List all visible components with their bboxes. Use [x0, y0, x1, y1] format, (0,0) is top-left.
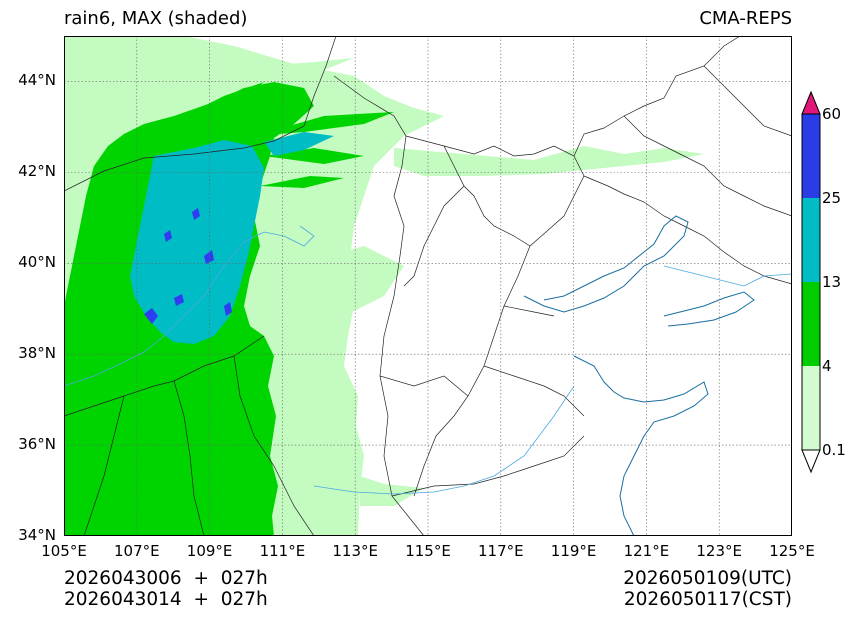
init-time-block: 2026043006 + 027h 2026043014 + 027h: [64, 568, 268, 610]
colorbar-segment: [802, 198, 820, 282]
valid-time-utc: 2026050109(UTC): [623, 568, 792, 589]
lon-label: 113°E: [332, 542, 378, 560]
model-name: CMA-REPS: [699, 8, 792, 29]
lon-label: 107°E: [113, 542, 160, 560]
colorbar-label: 60: [822, 105, 842, 123]
colorbar-under-arrow: [801, 449, 821, 474]
colorbar-label: 0.1: [822, 441, 846, 459]
river-lines: [64, 225, 792, 495]
init-time-cst: 2026043014 + 027h: [64, 589, 268, 610]
lat-label: 34°N: [18, 526, 56, 544]
colorbar-label: 4: [822, 357, 832, 375]
colorbar-segment: [802, 366, 820, 450]
lat-label: 40°N: [18, 253, 56, 272]
lat-label: 42°N: [18, 162, 56, 181]
colorbar: [801, 90, 821, 474]
lon-label: 111°E: [259, 542, 306, 560]
lat-label: 36°N: [18, 435, 56, 454]
lon-label: 105°E: [41, 542, 87, 560]
lat-label: 38°N: [18, 344, 56, 363]
colorbar-outline: [801, 113, 821, 451]
chart-title: rain6, MAX (shaded): [64, 8, 248, 29]
lat-lon-grid: [64, 36, 792, 536]
colorbar-segment: [802, 114, 820, 198]
colorbar-label: 25: [822, 189, 842, 207]
map-panel: [64, 36, 792, 536]
colorbar-segment: [802, 282, 820, 366]
lon-label: 123°E: [696, 542, 742, 560]
colorbar-label: 13: [822, 273, 842, 291]
init-time-utc: 2026043006 + 027h: [64, 568, 268, 589]
lon-label: 115°E: [405, 542, 451, 560]
lon-label: 117°E: [477, 542, 524, 560]
boundary-lines: [64, 36, 792, 536]
lon-label: 125°E: [769, 542, 815, 560]
lat-label: 44°N: [18, 71, 56, 90]
rain-intense-shading: [144, 208, 232, 324]
rain-heavy-shading: [130, 132, 334, 344]
precipitation-map: [64, 36, 792, 536]
valid-time-block: 2026050109(UTC) 2026050117(CST): [623, 568, 792, 610]
map-border: [64, 36, 792, 536]
colorbar-over-arrow: [801, 90, 821, 115]
valid-time-cst: 2026050117(CST): [623, 589, 792, 610]
lon-label: 109°E: [186, 542, 233, 560]
coastline: [523, 215, 755, 536]
lon-label: 119°E: [550, 542, 597, 560]
lon-label: 121°E: [623, 542, 670, 560]
